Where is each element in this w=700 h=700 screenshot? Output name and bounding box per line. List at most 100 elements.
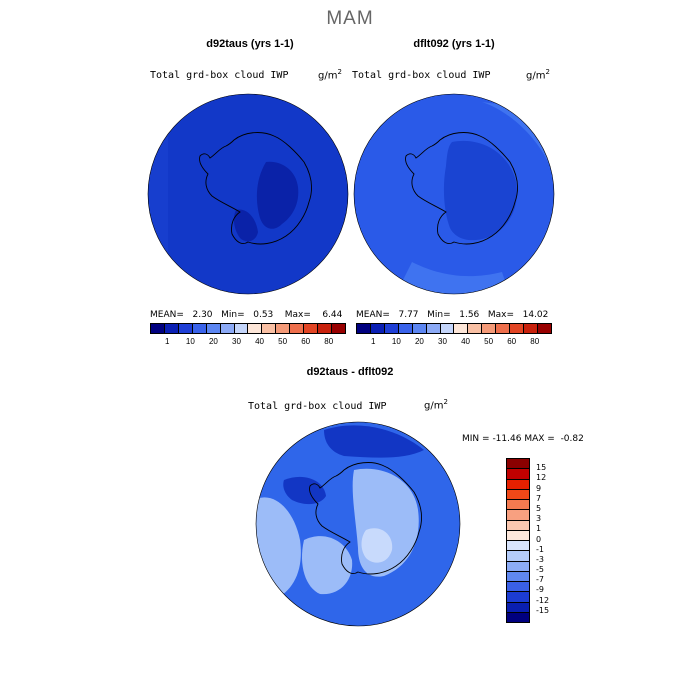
- panel1-title: d92taus (yrs 1-1): [206, 38, 294, 50]
- colorbar-swatch: [507, 479, 529, 490]
- colorbar-tick-label: 12: [536, 473, 547, 483]
- colorbar-tick-label: 1: [371, 337, 376, 346]
- panel2-ice-region: [443, 140, 517, 241]
- colorbar-tick-label: -5: [536, 565, 544, 575]
- colorbar-tick-label: 0: [536, 534, 542, 544]
- colorbar-swatch: [370, 324, 385, 333]
- panel2-colorbar: [356, 323, 552, 334]
- colorbar-tick-label: 10: [185, 337, 195, 346]
- colorbar-swatch: [510, 324, 525, 333]
- colorbar-swatch: [507, 592, 529, 603]
- colorbar-swatch: [507, 489, 529, 500]
- diff-colorbar: [506, 458, 530, 623]
- colorbar-swatch: [398, 324, 413, 333]
- colorbar-swatch: [524, 324, 538, 333]
- figure-title: MAM: [326, 8, 374, 29]
- colorbar-swatch: [331, 324, 345, 333]
- colorbar-swatch: [178, 324, 193, 333]
- colorbar-tick-label: 3: [536, 514, 542, 524]
- diff-stats: MIN = -11.46 MAX = -0.82: [462, 434, 584, 444]
- colorbar-tick-label: 60: [301, 337, 311, 346]
- panel1-units: g/m2: [318, 68, 342, 82]
- colorbar-swatch: [507, 582, 529, 593]
- colorbar-swatch: [192, 324, 207, 333]
- colorbar-tick-label: 20: [414, 337, 424, 346]
- diff-units: g/m2: [424, 398, 448, 412]
- colorbar-tick-label: 30: [438, 337, 447, 346]
- colorbar-tick-label: 9: [536, 483, 542, 493]
- colorbar-tick-label: 80: [530, 337, 540, 346]
- diff-variable-label: Total grd-box cloud IWP: [248, 401, 387, 412]
- colorbar-tick-label: -3: [536, 554, 544, 564]
- colorbar-tick-label: -1: [536, 544, 544, 554]
- panel1-variable-label: Total grd-box cloud IWP: [150, 70, 289, 81]
- colorbar-tick-label: 30: [232, 337, 241, 346]
- colorbar-swatch: [468, 324, 483, 333]
- colorbar-tick-label: 20: [208, 337, 218, 346]
- colorbar-swatch: [206, 324, 221, 333]
- colorbar-swatch: [507, 602, 529, 613]
- panel1-colorbar-labels: 1 10 20 30 40 50 60 80: [150, 337, 346, 349]
- panel1-stats: MEAN= 2.30 Min= 0.53 Max= 6.44: [150, 310, 343, 320]
- colorbar-swatch: [496, 324, 511, 333]
- colorbar-tick-label: 15: [536, 463, 547, 473]
- colorbar-tick-label: 5: [536, 503, 542, 513]
- colorbar-swatch: [440, 324, 455, 333]
- colorbar-swatch: [426, 324, 441, 333]
- colorbar-swatch: [507, 500, 529, 511]
- colorbar-tick-label: -15: [536, 605, 550, 615]
- colorbar-swatch: [151, 324, 165, 333]
- panel1-ocean: [148, 94, 348, 294]
- panel2-map: [353, 93, 555, 295]
- diff-dark-region: [324, 425, 424, 458]
- panel1-ice-dark-region-2: [233, 209, 258, 242]
- colorbar-swatch: [220, 324, 235, 333]
- panel2-colorbar-labels: 1 10 20 30 40 50 60 80: [356, 337, 552, 349]
- colorbar-swatch: [164, 324, 179, 333]
- diff-antarctica-outline: [309, 462, 422, 575]
- colorbar-swatch: [507, 571, 529, 582]
- colorbar-swatch: [537, 324, 551, 333]
- colorbar-swatch: [234, 324, 249, 333]
- colorbar-swatch: [357, 324, 371, 333]
- diff-map: [255, 421, 461, 627]
- colorbar-tick-label: 1: [165, 337, 170, 346]
- colorbar-tick-label: 60: [507, 337, 517, 346]
- colorbar-swatch: [454, 324, 469, 333]
- colorbar-swatch: [507, 551, 529, 562]
- panel2-units: g/m2: [526, 68, 550, 82]
- colorbar-tick-label: 40: [255, 337, 264, 346]
- colorbar-swatch: [507, 561, 529, 572]
- colorbar-tick-label: -7: [536, 575, 544, 585]
- diff-lighter-region: [361, 528, 393, 563]
- colorbar-tick-label: 50: [484, 337, 494, 346]
- colorbar-swatch: [276, 324, 291, 333]
- colorbar-tick-label: -12: [536, 595, 550, 605]
- panel2-antarctica-outline: [405, 132, 518, 245]
- colorbar-tick-label: -9: [536, 585, 544, 595]
- diff-light-region-center: [301, 536, 353, 595]
- panel1-antarctica-outline: [199, 132, 312, 245]
- colorbar-tick-label: 40: [461, 337, 470, 346]
- colorbar-swatch: [482, 324, 497, 333]
- colorbar-tick-label: 80: [324, 337, 334, 346]
- diff-title: d92taus - dflt092: [306, 366, 394, 378]
- colorbar-swatch: [248, 324, 263, 333]
- colorbar-swatch: [507, 520, 529, 531]
- colorbar-tick-label: 50: [278, 337, 288, 346]
- panel1-map: [147, 93, 349, 295]
- colorbar-swatch: [507, 469, 529, 480]
- colorbar-swatch: [507, 530, 529, 541]
- panel1-colorbar: [150, 323, 346, 334]
- colorbar-swatch: [412, 324, 427, 333]
- colorbar-swatch: [262, 324, 277, 333]
- colorbar-swatch: [507, 459, 529, 470]
- panel2-title: dflt092 (yrs 1-1): [413, 38, 495, 50]
- colorbar-tick-label: 10: [391, 337, 401, 346]
- diff-colorbar-labels: 15 12 9 7 5 3 1 0 -1 -3 -5 -7 -9 -12 -15: [536, 458, 576, 621]
- panel1-ice-dark-region: [256, 161, 299, 229]
- panel2-stats: MEAN= 7.77 Min= 1.56 Max= 14.02: [356, 310, 549, 320]
- colorbar-swatch: [304, 324, 319, 333]
- colorbar-swatch: [507, 612, 529, 622]
- colorbar-swatch: [318, 324, 332, 333]
